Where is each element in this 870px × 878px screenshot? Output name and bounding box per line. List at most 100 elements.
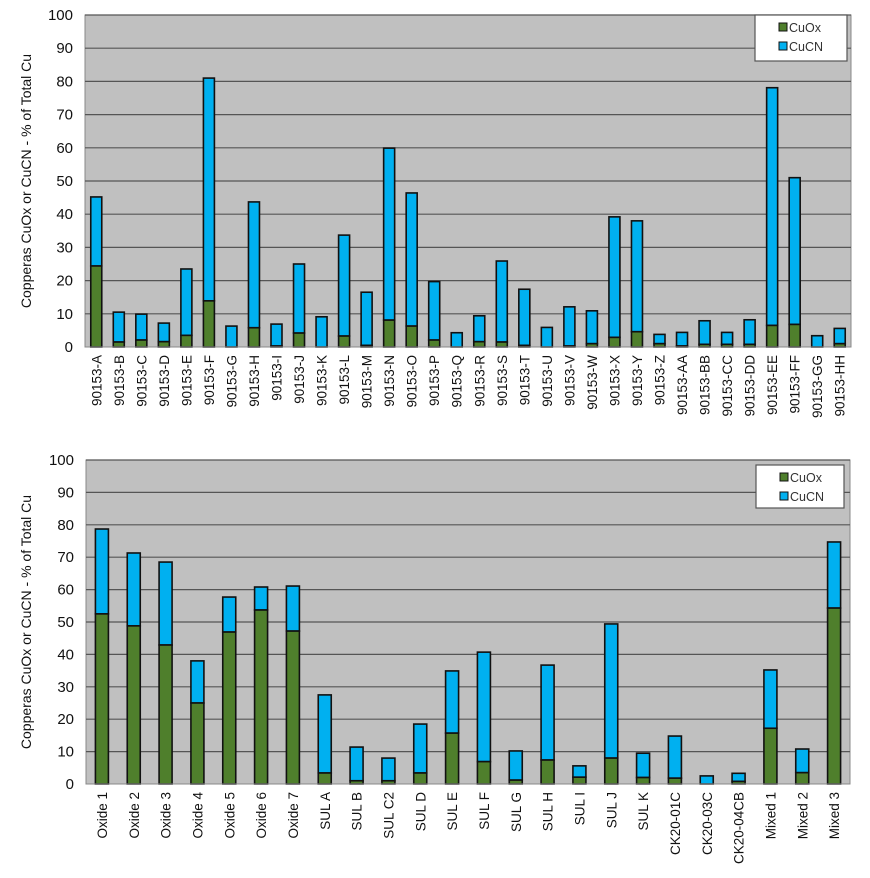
bar-cuox	[444, 732, 460, 785]
y-tick-label: 10	[56, 306, 73, 323]
y-tick-label: 40	[56, 206, 73, 223]
bar-cucn	[699, 775, 715, 785]
x-tick-label: SUL J	[604, 792, 619, 828]
bar-cucn	[292, 263, 306, 334]
y-tick-label: 30	[57, 679, 74, 696]
bar-cuox	[412, 772, 428, 785]
bar-cucn	[630, 220, 644, 333]
bar-cuox	[608, 336, 621, 348]
bar-cucn	[794, 748, 810, 774]
bar-cucn	[810, 334, 824, 348]
bar-cucn	[763, 669, 778, 730]
x-tick-label: 90153-R	[472, 355, 487, 407]
bar-cuox	[405, 325, 418, 348]
x-tick-label: Mixed 2	[795, 792, 810, 839]
x-tick-label: 90153-B	[112, 355, 127, 406]
bar-cucn	[317, 694, 333, 774]
x-tick-label: 90153-X	[607, 355, 622, 406]
bar-cucn	[540, 326, 554, 348]
x-tick-label: CK20-01C	[668, 792, 683, 855]
bar-cucn	[225, 325, 238, 348]
bar-cucn	[788, 176, 801, 326]
bar-cuox	[94, 613, 110, 785]
x-tick-label: 90153-HH	[833, 355, 848, 417]
x-tick-label: 90153-Y	[630, 355, 645, 406]
bar-cuox	[826, 607, 842, 785]
y-tick-label: 80	[57, 517, 74, 534]
bar-cucn	[135, 313, 148, 341]
x-tick-label: Mixed 1	[763, 792, 778, 839]
bar-cuox	[253, 609, 269, 785]
bar-cuox	[667, 777, 683, 785]
bar-cuox	[630, 330, 644, 348]
bar-cucn	[508, 750, 524, 781]
x-tick-label: 90153-F	[202, 355, 217, 405]
y-axis-label: Copperas CuOx or CuCN - % of Total Cu	[18, 495, 34, 749]
x-tick-label: SUL K	[636, 792, 651, 831]
y-tick-label: 20	[57, 711, 74, 728]
x-tick-label: SUL B	[350, 792, 365, 831]
bar-cuox	[157, 340, 171, 348]
bar-cuox	[337, 335, 351, 348]
bar-cuox	[427, 339, 441, 348]
y-tick-label: 30	[56, 239, 73, 256]
x-tick-label: Mixed 3	[827, 792, 842, 839]
bar-cucn	[826, 541, 842, 609]
bar-cucn	[382, 147, 396, 321]
bar-cucn	[450, 331, 464, 348]
x-tick-label: CK20-04CB	[732, 792, 747, 864]
bar-cucn	[495, 260, 509, 343]
legend-label-cucn: CuCN	[790, 490, 824, 504]
bar-cucn	[158, 561, 173, 646]
y-tick-label: 100	[48, 7, 73, 24]
x-tick-label: 90153-CC	[720, 355, 735, 417]
bar-cucn	[427, 280, 441, 341]
x-tick-label: SUL F	[477, 792, 492, 830]
bar-cuox	[794, 771, 810, 785]
y-tick-label: 0	[66, 776, 74, 793]
bar-cuox	[202, 300, 216, 348]
legend-label-cuox: CuOx	[790, 471, 823, 485]
x-tick-label: 90153-W	[585, 355, 600, 410]
x-tick-label: SUL A	[318, 792, 333, 830]
legend-swatch-cucn	[779, 491, 789, 501]
x-tick-label: 90153-EE	[765, 355, 780, 415]
x-tick-label: 90153-Q	[450, 355, 465, 408]
x-tick-label: Oxide 1	[95, 792, 110, 839]
x-tick-label: Oxide 2	[127, 792, 142, 839]
bar-cucn	[285, 585, 301, 632]
x-tick-label: 90153-K	[315, 355, 330, 406]
bar-cuox	[476, 760, 492, 785]
legend-box	[755, 464, 845, 509]
x-tick-label: 90153-C	[134, 355, 149, 407]
bar-cucn	[405, 192, 418, 327]
legend-label-cucn: CuCN	[789, 40, 823, 54]
y-tick-label: 20	[56, 273, 73, 290]
bar-cucn	[360, 291, 373, 347]
bar-cucn	[381, 757, 396, 782]
bar-cucn	[412, 723, 428, 774]
chart-bottom-composite-samples: Copperas CuOx or CuCN - % of Total Cu 0 1…	[18, 452, 851, 864]
bar-cuox	[247, 326, 261, 348]
bar-cucn	[253, 586, 269, 611]
bar-cuox	[221, 631, 237, 785]
bar-cucn	[221, 596, 237, 633]
bar-cucn	[675, 331, 689, 347]
bar-cuox	[112, 341, 126, 348]
bar-cucn	[89, 196, 103, 267]
x-tick-label: Oxide 5	[222, 792, 237, 839]
y-tick-label: 0	[65, 339, 73, 356]
x-tick-label: 90153-L	[337, 355, 352, 405]
legend: CuOx CuCN	[755, 464, 845, 509]
x-tick-label: SUL E	[445, 792, 460, 831]
bar-cuox	[180, 334, 193, 348]
bar-cuox	[472, 340, 486, 348]
y-tick-label: 50	[57, 614, 74, 631]
bar-cucn	[202, 77, 216, 302]
legend: CuOx CuCN	[754, 14, 848, 62]
bar-cuox	[603, 757, 619, 785]
bar-cucn	[743, 318, 756, 346]
x-tick-label: 90153-M	[360, 355, 375, 408]
bar-cucn	[608, 216, 621, 339]
x-tick-label: 90153-E	[179, 355, 194, 406]
